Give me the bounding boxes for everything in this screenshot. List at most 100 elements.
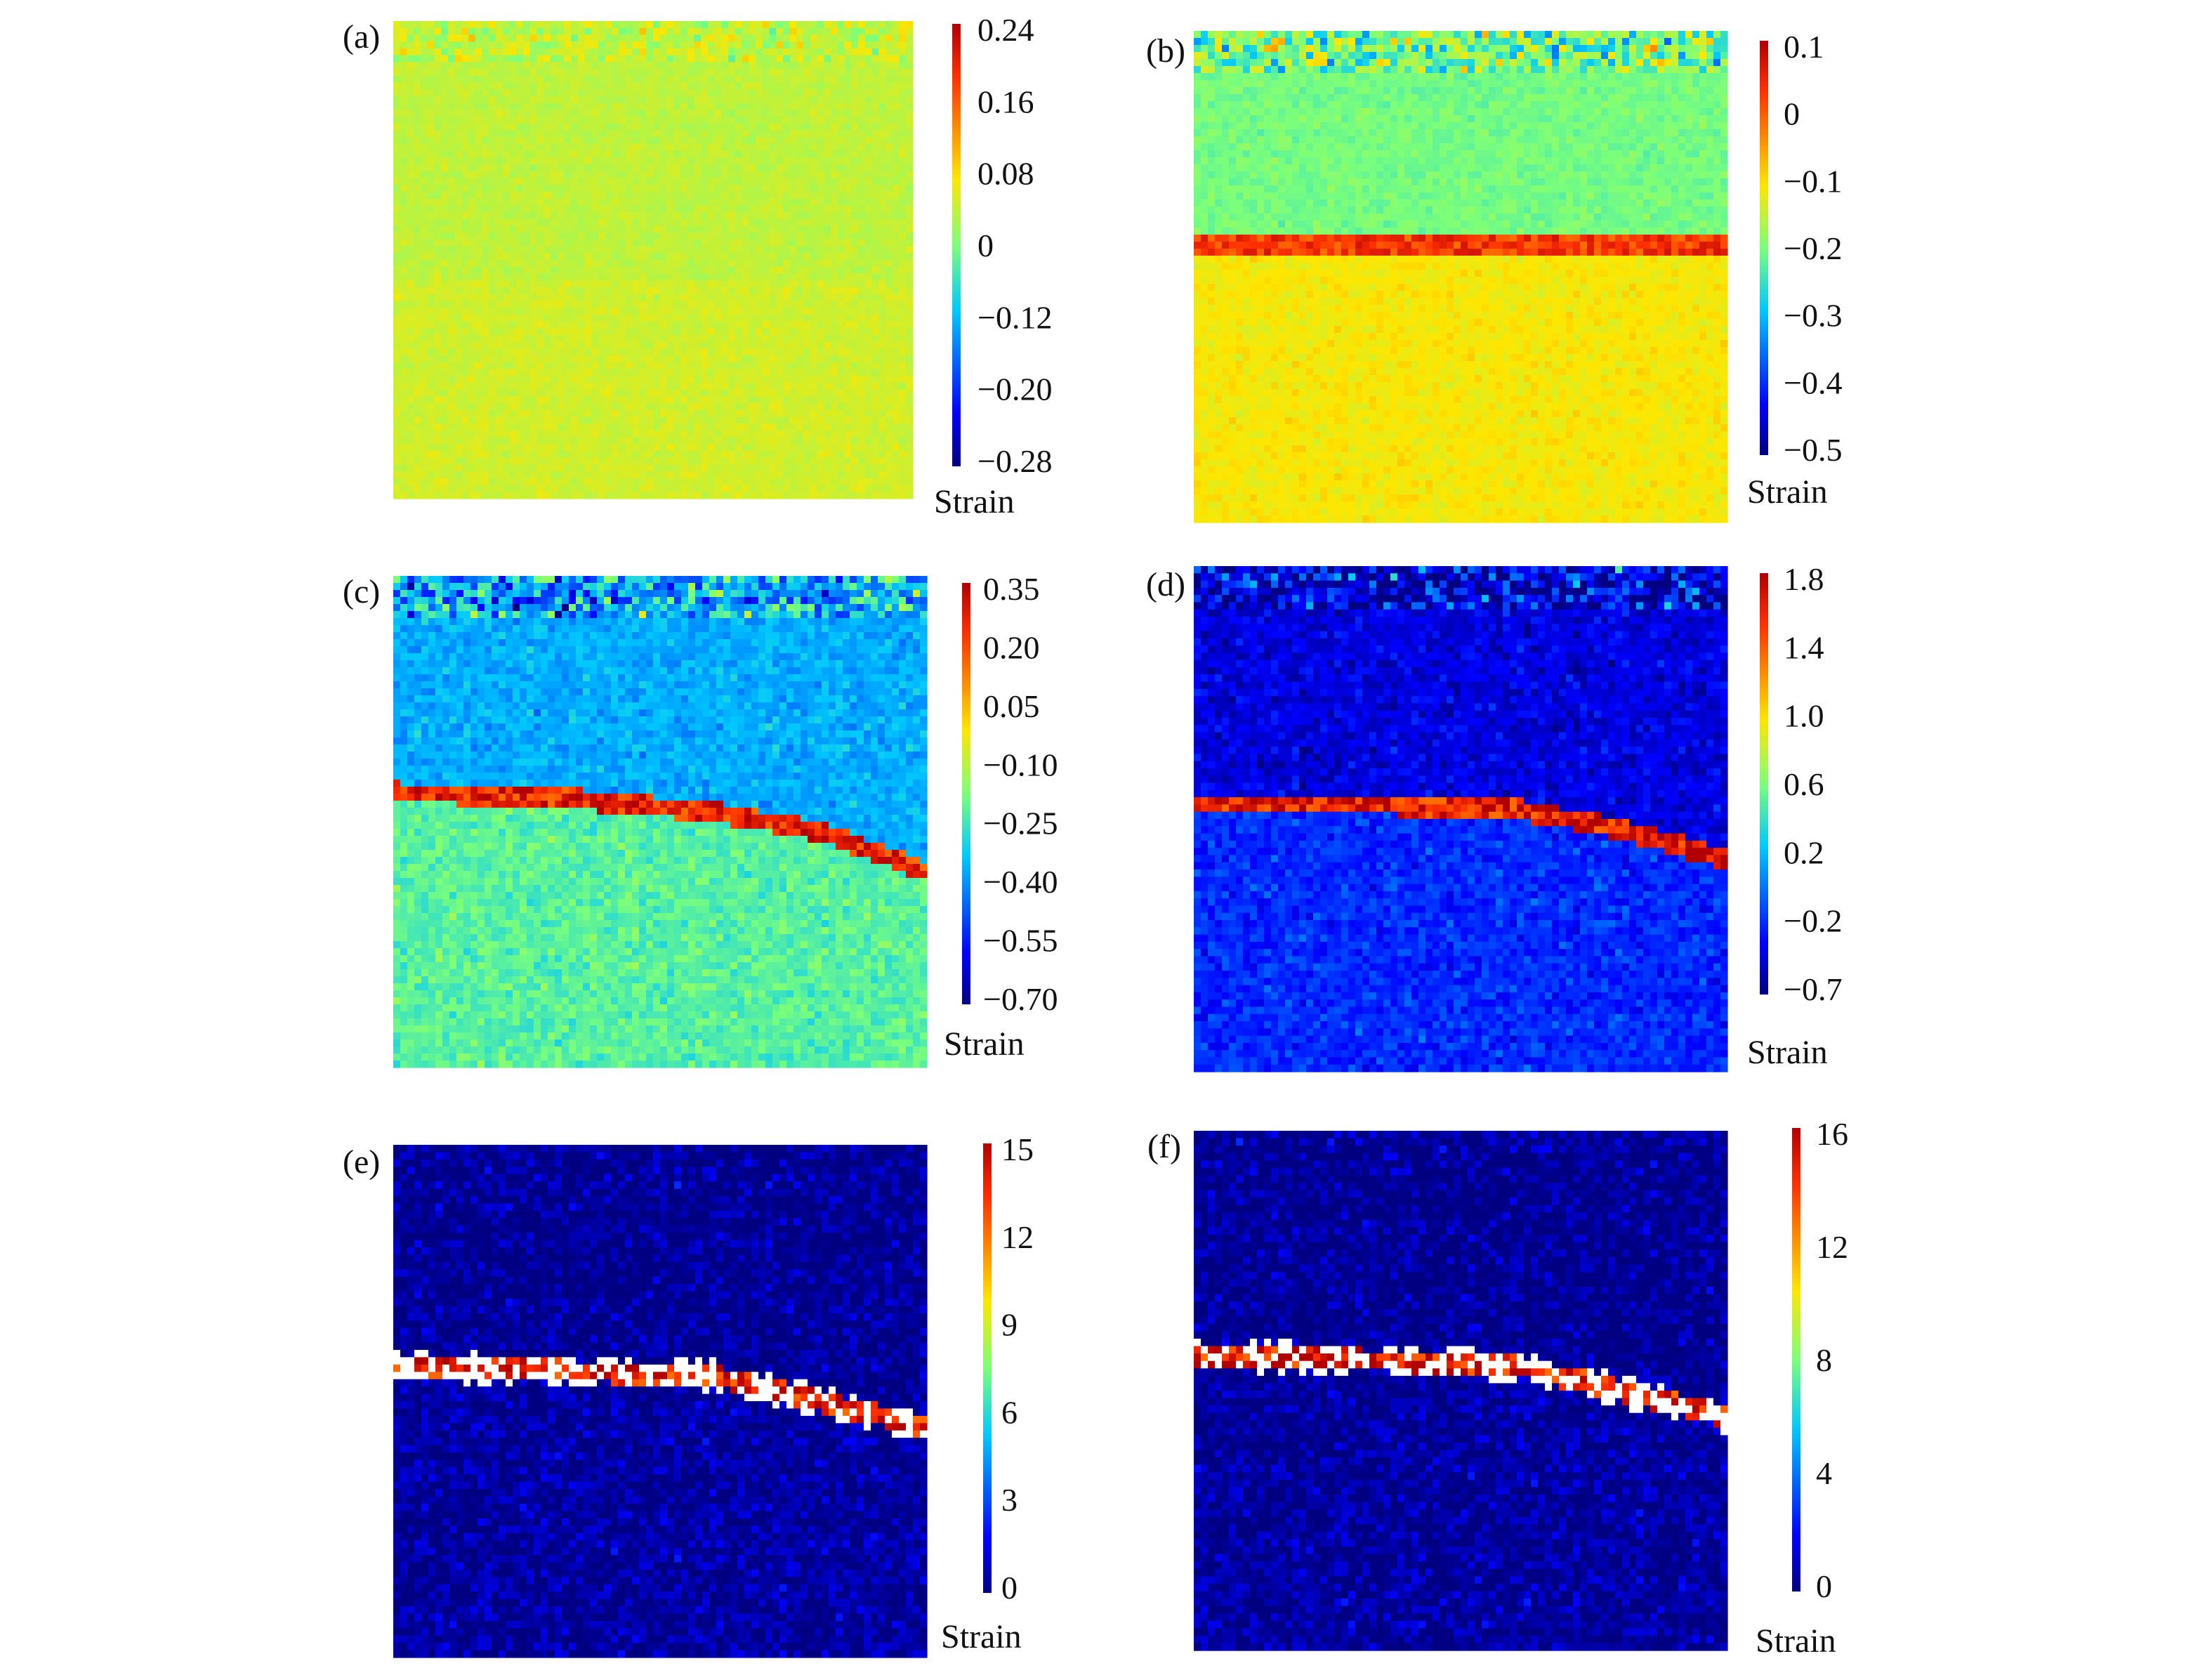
heatmap-cell <box>776 117 783 124</box>
heatmap-cell <box>448 69 455 76</box>
heatmap-cell <box>660 96 667 103</box>
heatmap-cell <box>865 55 872 63</box>
heatmap-cell <box>428 130 435 137</box>
heatmap-cell <box>551 89 558 96</box>
heatmap-cell <box>708 28 715 35</box>
heatmap-cell <box>393 76 400 83</box>
heatmap-cell <box>900 28 907 35</box>
heatmap-cell <box>878 21 886 28</box>
heatmap-cell <box>633 76 640 83</box>
heatmap-cell <box>393 28 400 35</box>
heatmap-cell <box>878 103 886 110</box>
heatmap-cell <box>475 96 482 103</box>
heatmap-cell <box>585 117 592 124</box>
heatmap-cell <box>640 21 647 28</box>
heatmap-cell <box>530 96 537 103</box>
heatmap-cell <box>810 130 817 137</box>
heatmap-cell <box>578 41 585 48</box>
heatmap-cell <box>653 41 660 48</box>
heatmap-cell <box>605 62 612 69</box>
heatmap-cell <box>886 28 893 35</box>
heatmap-cell <box>393 117 400 124</box>
heatmap-cell <box>591 21 598 28</box>
heatmap-cell <box>776 55 783 63</box>
heatmap-cell <box>400 103 407 110</box>
heatmap-cell <box>872 41 879 48</box>
heatmap-cell <box>660 34 667 41</box>
heatmap-cell <box>400 41 407 48</box>
heatmap-cell <box>770 69 777 76</box>
heatmap-cell <box>701 103 708 110</box>
heatmap-cell <box>749 110 756 117</box>
heatmap-cell <box>530 41 537 48</box>
heatmap-cell <box>646 34 653 41</box>
heatmap-cell <box>530 124 537 131</box>
heatmap-cell <box>461 89 468 96</box>
heatmap-cell <box>421 110 428 117</box>
heatmap-cell <box>790 28 797 35</box>
heatmap-cell <box>893 76 900 83</box>
heatmap-cell <box>455 21 462 28</box>
heatmap-cell <box>701 82 708 89</box>
heatmap-cell <box>831 62 838 69</box>
heatmap-cell <box>817 69 824 76</box>
heatmap-cell <box>865 103 872 110</box>
heatmap-cell <box>742 34 749 41</box>
heatmap-cell <box>646 117 653 124</box>
heatmap-cell <box>790 110 797 117</box>
heatmap-cell <box>783 103 790 110</box>
heatmap-cell <box>810 48 817 55</box>
heatmap-cell <box>564 124 571 131</box>
heatmap-cell <box>530 48 537 55</box>
heatmap-cell <box>400 69 407 76</box>
heatmap-cell <box>653 48 660 55</box>
heatmap-cell <box>421 103 428 110</box>
heatmap-cell <box>468 130 475 137</box>
heatmap-cell <box>735 96 742 103</box>
heatmap-cell <box>893 21 900 28</box>
heatmap-cell <box>475 69 482 76</box>
heatmap-cell <box>756 117 763 124</box>
heatmap-cell <box>776 21 783 28</box>
heatmap-cell <box>591 55 598 63</box>
heatmap-cell <box>626 48 633 55</box>
heatmap-cell <box>414 117 421 124</box>
heatmap-cell <box>838 130 845 137</box>
heatmap-cell <box>838 55 845 63</box>
heatmap-cell <box>516 117 523 124</box>
heatmap-cell <box>803 96 810 103</box>
heatmap-cell <box>571 76 578 83</box>
heatmap-cell <box>612 124 619 131</box>
heatmap-cell <box>421 55 428 63</box>
heatmap-cell <box>763 28 770 35</box>
heatmap-cell <box>400 62 407 69</box>
heatmap-cell <box>694 124 701 131</box>
heatmap-cell <box>742 89 749 96</box>
heatmap-cell <box>831 82 838 89</box>
heatmap-cell <box>564 103 571 110</box>
heatmap-cell <box>906 110 913 117</box>
heatmap-cell <box>646 55 653 63</box>
heatmap-cell <box>496 21 503 28</box>
heatmap-cell <box>673 110 680 117</box>
heatmap-cell <box>428 89 435 96</box>
heatmap-cell <box>612 76 619 83</box>
heatmap-cell <box>872 89 879 96</box>
heatmap-cell <box>482 124 489 131</box>
heatmap-cell <box>810 110 817 117</box>
heatmap-cell <box>496 41 503 48</box>
heatmap-cell <box>551 69 558 76</box>
heatmap-cell <box>680 96 687 103</box>
heatmap-cell <box>428 117 435 124</box>
heatmap-cell <box>742 76 749 83</box>
heatmap-cell <box>414 110 421 117</box>
heatmap-cell <box>448 76 455 83</box>
heatmap-cell <box>434 130 441 137</box>
heatmap-cell <box>605 82 612 89</box>
heatmap-cell <box>407 110 414 117</box>
heatmap-cell <box>893 55 900 63</box>
heatmap-cell <box>653 124 660 131</box>
heatmap-cell <box>667 48 674 55</box>
heatmap-cell <box>653 69 660 76</box>
heatmap-cell <box>407 103 414 110</box>
